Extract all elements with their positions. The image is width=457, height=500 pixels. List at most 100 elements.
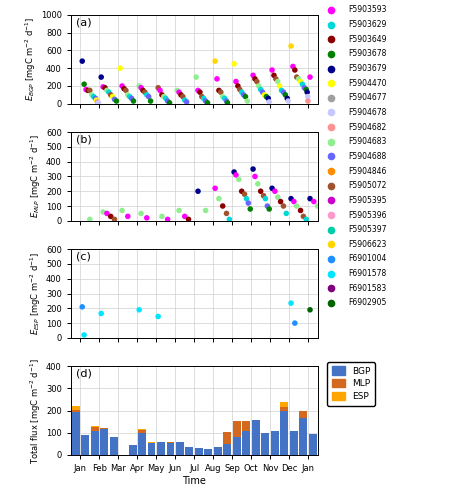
- Bar: [309, 434, 317, 455]
- Point: [260, 192, 267, 200]
- Text: (c): (c): [76, 252, 90, 262]
- Bar: [138, 429, 146, 430]
- Point: [143, 91, 150, 99]
- Point: [107, 212, 114, 220]
- Point: [299, 80, 306, 88]
- Bar: [72, 412, 80, 455]
- Point: [101, 84, 109, 92]
- Point: [86, 216, 94, 224]
- Point: [235, 176, 243, 184]
- Bar: [243, 420, 250, 430]
- Bar: [138, 430, 146, 433]
- Text: F6901583: F6901583: [349, 284, 387, 292]
- Point: [181, 212, 188, 220]
- Point: [304, 92, 311, 100]
- Bar: [90, 426, 99, 428]
- Bar: [299, 418, 308, 455]
- Point: [306, 194, 314, 202]
- Bar: [176, 442, 184, 455]
- Point: [280, 88, 287, 96]
- Point: [128, 94, 135, 102]
- Text: F5905396: F5905396: [349, 210, 387, 220]
- Text: F5903629: F5903629: [349, 20, 387, 29]
- Point: [303, 216, 310, 224]
- Point: [263, 92, 270, 100]
- Point: [304, 97, 312, 105]
- Point: [230, 168, 238, 176]
- Point: [145, 92, 152, 100]
- Point: [103, 210, 111, 218]
- Point: [232, 78, 239, 86]
- Bar: [81, 435, 89, 455]
- Point: [295, 75, 302, 83]
- Point: [117, 64, 124, 72]
- Point: [154, 312, 162, 320]
- Text: F5903679: F5903679: [349, 64, 387, 73]
- Y-axis label: $E_{ESP}$ [mgC m$^{-2}$ d$^{-1}$]: $E_{ESP}$ [mgC m$^{-2}$ d$^{-1}$]: [29, 252, 43, 335]
- Point: [280, 202, 287, 210]
- Point: [174, 86, 181, 94]
- Point: [289, 62, 297, 70]
- Point: [175, 206, 183, 214]
- Text: F5904470: F5904470: [349, 78, 387, 88]
- Point: [79, 57, 86, 65]
- Point: [250, 165, 257, 173]
- Point: [97, 310, 105, 318]
- Text: F5904688: F5904688: [349, 152, 387, 161]
- X-axis label: Time: Time: [182, 476, 206, 486]
- Point: [293, 73, 300, 81]
- Point: [139, 86, 147, 94]
- Bar: [90, 428, 99, 430]
- Text: F5904683: F5904683: [349, 138, 387, 146]
- Point: [274, 193, 282, 201]
- Point: [94, 98, 101, 106]
- Bar: [233, 438, 241, 455]
- Bar: [281, 402, 288, 407]
- Y-axis label: $E_{BGP}$ [mgC m$^{-2}$ d$^{-1}$]: $E_{BGP}$ [mgC m$^{-2}$ d$^{-1}$]: [24, 18, 38, 102]
- Point: [219, 92, 226, 100]
- Text: F5903649: F5903649: [349, 35, 387, 44]
- Text: (d): (d): [76, 369, 92, 379]
- Bar: [223, 444, 231, 455]
- Bar: [100, 430, 108, 455]
- Point: [238, 88, 245, 96]
- Point: [118, 206, 126, 214]
- Bar: [166, 443, 175, 455]
- Point: [241, 190, 248, 198]
- Legend: BGP, MLP, ESP: BGP, MLP, ESP: [327, 362, 375, 406]
- Point: [194, 187, 202, 195]
- Point: [271, 187, 279, 195]
- Point: [300, 212, 307, 220]
- Bar: [90, 430, 99, 455]
- Point: [93, 96, 100, 104]
- Point: [250, 72, 257, 80]
- Point: [113, 97, 120, 105]
- Point: [291, 66, 298, 74]
- Point: [277, 198, 284, 205]
- Text: F6902905: F6902905: [349, 298, 387, 308]
- Point: [164, 216, 171, 224]
- Point: [251, 75, 259, 83]
- Point: [100, 208, 107, 216]
- Point: [84, 86, 91, 94]
- Text: F5905395: F5905395: [349, 196, 387, 205]
- Point: [221, 94, 228, 102]
- Text: (b): (b): [76, 135, 91, 145]
- Point: [219, 202, 226, 210]
- Text: F6901004: F6901004: [349, 254, 387, 264]
- Point: [318, 214, 325, 222]
- Point: [215, 194, 223, 202]
- Point: [164, 97, 171, 105]
- Point: [236, 86, 244, 94]
- Point: [192, 73, 200, 81]
- Point: [156, 86, 164, 94]
- Point: [297, 78, 304, 86]
- Bar: [233, 420, 241, 438]
- Bar: [252, 420, 260, 455]
- Bar: [72, 406, 80, 409]
- Bar: [243, 430, 250, 455]
- Point: [194, 86, 202, 94]
- Point: [261, 91, 268, 99]
- Point: [287, 194, 295, 202]
- Point: [212, 184, 219, 192]
